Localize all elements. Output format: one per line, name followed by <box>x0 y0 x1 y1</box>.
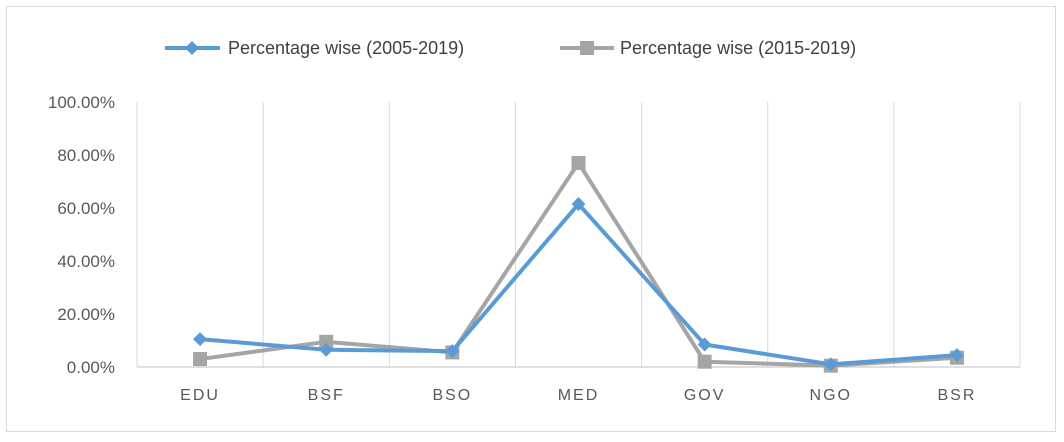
data-point <box>445 344 460 359</box>
y-tick-label: 0.00% <box>67 358 115 377</box>
x-category-label: GOV <box>684 387 726 404</box>
legend-marker-series-2 <box>580 41 594 55</box>
y-tick-label: 40.00% <box>57 252 115 271</box>
data-point <box>193 332 208 347</box>
y-tick-label: 20.00% <box>57 305 115 324</box>
gridlines <box>136 102 1021 367</box>
series-line <box>199 160 958 368</box>
series-line <box>199 202 958 367</box>
data-point <box>949 348 964 363</box>
series-2 <box>193 155 964 373</box>
x-category-label: EDU <box>180 387 220 404</box>
x-category-label: NGO <box>810 387 852 404</box>
data-point <box>571 155 586 170</box>
y-tick-label: 80.00% <box>57 146 115 165</box>
series <box>193 155 964 373</box>
legend-label-series-2: Percentage wise (2015-2019) <box>620 38 856 58</box>
data-point <box>319 342 334 357</box>
y-tick-label: 100.00% <box>48 93 115 112</box>
legend-entry-series-1: Percentage wise (2005-2019) <box>165 38 464 58</box>
data-point <box>193 352 208 367</box>
legend-label-series-1: Percentage wise (2005-2019) <box>228 38 464 58</box>
legend-entry-series-2: Percentage wise (2015-2019) <box>560 38 856 58</box>
legend-marker-series-1 <box>185 41 199 55</box>
data-point <box>697 354 712 369</box>
data-point <box>697 337 712 352</box>
legend: Percentage wise (2005-2019) Percentage w… <box>165 38 856 58</box>
series-1 <box>193 197 964 372</box>
data-point <box>571 197 586 212</box>
x-category-label: BSR <box>937 387 976 404</box>
y-axis-tick-labels: 0.00% 20.00% 40.00% 60.00% 80.00% 100.00% <box>48 93 115 377</box>
data-point <box>319 334 334 349</box>
x-axis-category-labels: EDU BSF BSO MED GOV NGO BSR <box>180 387 976 404</box>
data-point <box>823 357 838 372</box>
x-category-label: MED <box>558 387 600 404</box>
y-tick-label: 60.00% <box>57 199 115 218</box>
x-category-label: BSF <box>308 387 345 404</box>
x-category-label: BSO <box>432 387 472 404</box>
